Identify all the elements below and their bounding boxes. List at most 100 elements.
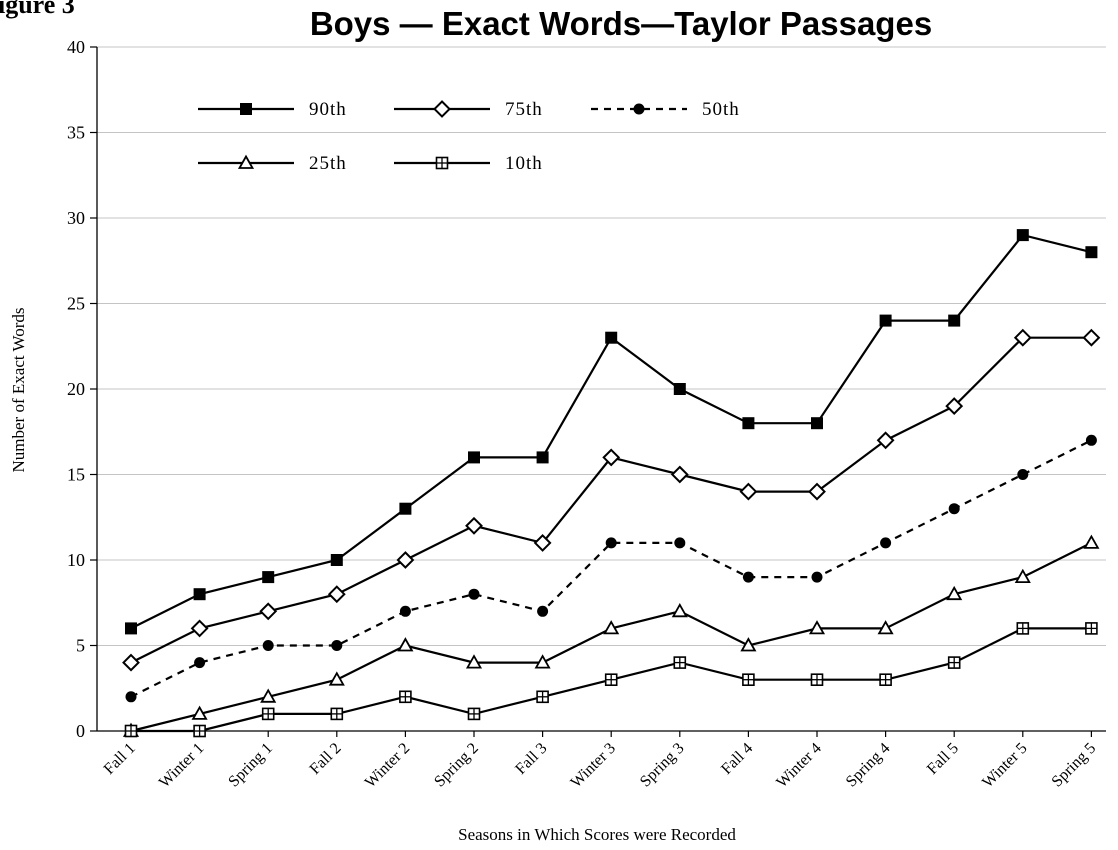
data-point-50th [948, 503, 960, 515]
x-tick-label: Winter 2 [362, 740, 413, 791]
series-group [122, 229, 1101, 738]
data-point-50th [605, 537, 617, 549]
data-point-10th [673, 656, 687, 669]
series-75th [122, 328, 1101, 672]
x-tick-label: Winter 5 [979, 740, 1030, 791]
y-tick-label: 30 [67, 208, 85, 228]
data-point-25th [740, 637, 757, 652]
data-point-25th [465, 654, 483, 669]
data-point-90th [193, 588, 206, 601]
data-point-75th [1013, 328, 1032, 347]
data-point-50th [1085, 434, 1097, 446]
data-point-25th [877, 620, 894, 635]
data-point-90th [262, 571, 275, 584]
data-point-25th [1083, 534, 1100, 549]
data-point-90th [125, 622, 137, 635]
axes: 0 5 10 15 20 25 30 35 40 Fall 1 Winter 1 Spring 1 Fa… [67, 37, 1106, 791]
data-point-10th [742, 673, 755, 687]
series-90th [125, 229, 1098, 635]
legend-item-25th: 25th [198, 153, 346, 174]
x-tick-label: Winter 4 [773, 740, 824, 791]
data-point-50th [537, 605, 549, 617]
data-point-90th [673, 383, 686, 395]
grid-lines [97, 46, 1106, 646]
data-point-90th [330, 554, 343, 566]
legend-item-90th: 90th [198, 99, 347, 120]
data-point-50th [331, 640, 343, 651]
data-point-10th [1016, 622, 1030, 635]
x-tick-label: Fall 4 [718, 740, 756, 778]
data-point-10th [435, 156, 449, 170]
series-line-75th [130, 336, 1092, 664]
legend-item-50th: 50th [591, 99, 740, 120]
data-point-25th [1014, 568, 1031, 583]
data-point-10th [261, 707, 275, 721]
data-point-50th [194, 657, 206, 669]
series-line-50th [130, 439, 1092, 698]
legend-label: 10th [505, 153, 543, 174]
data-point-10th [124, 724, 138, 738]
y-tick-label: 25 [67, 294, 85, 314]
data-point-75th [327, 585, 346, 604]
data-point-10th [467, 707, 481, 721]
data-point-50th [125, 691, 137, 703]
legend-label: 90th [309, 99, 347, 120]
data-point-25th [237, 154, 255, 169]
data-point-75th [739, 482, 758, 501]
data-point-10th [810, 673, 824, 687]
data-point-90th [1085, 246, 1098, 259]
series-10th [124, 622, 1098, 738]
data-point-25th [328, 671, 345, 686]
x-tick-label: Winter 1 [156, 740, 207, 791]
series-line-25th [130, 541, 1092, 733]
data-point-10th [604, 673, 618, 687]
chart-title: Boys — Exact Words—Taylor Passages [310, 5, 932, 42]
y-tick-label: 40 [67, 37, 85, 57]
data-point-50th [262, 640, 274, 651]
legend-label: 50th [702, 99, 740, 120]
x-tick-label: Fall 1 [101, 740, 139, 778]
data-point-75th [122, 653, 140, 672]
data-point-50th [1017, 469, 1029, 480]
data-point-90th [605, 331, 618, 344]
data-point-50th [399, 605, 411, 617]
data-point-25th [603, 620, 620, 635]
series-25th [122, 534, 1100, 737]
data-point-90th [879, 314, 892, 327]
data-point-25th [534, 654, 551, 669]
x-tick-label: Winter 3 [568, 740, 619, 791]
data-point-10th [330, 707, 344, 721]
data-point-90th [399, 502, 412, 515]
y-tick-label: 10 [67, 550, 85, 570]
legend-item-75th: 75th [394, 99, 543, 120]
data-point-75th [945, 397, 964, 416]
data-point-50th [880, 537, 892, 549]
data-point-90th [240, 103, 252, 115]
series-50th [125, 434, 1097, 703]
data-point-90th [468, 451, 480, 464]
y-tick-label: 20 [67, 379, 85, 399]
data-point-10th [193, 724, 206, 738]
data-point-50th [633, 103, 645, 115]
y-tick-label: 5 [76, 636, 85, 656]
data-point-90th [742, 417, 755, 430]
x-tick-label: Fall 5 [924, 740, 962, 778]
legend-label: 75th [505, 99, 543, 120]
x-tick-label: Fall 3 [512, 740, 550, 778]
data-point-25th [808, 620, 826, 635]
legend: 90th 75th 50th 25th 10th [198, 99, 740, 174]
data-point-25th [397, 637, 414, 652]
figure-label: igure 3 [0, 0, 75, 19]
data-point-90th [1016, 229, 1029, 242]
legend-item-10th: 10th [394, 153, 543, 174]
data-point-25th [946, 585, 963, 601]
x-tick-label: Spring 1 [225, 740, 276, 791]
data-point-75th [190, 619, 209, 638]
x-axis-title: Seasons in Which Scores were Recorded [458, 825, 736, 844]
data-point-90th [536, 451, 549, 464]
x-tick-label: Spring 2 [431, 740, 482, 791]
data-point-10th [947, 656, 961, 669]
data-point-10th [879, 673, 892, 687]
x-tick-label: Spring 5 [1049, 740, 1100, 791]
